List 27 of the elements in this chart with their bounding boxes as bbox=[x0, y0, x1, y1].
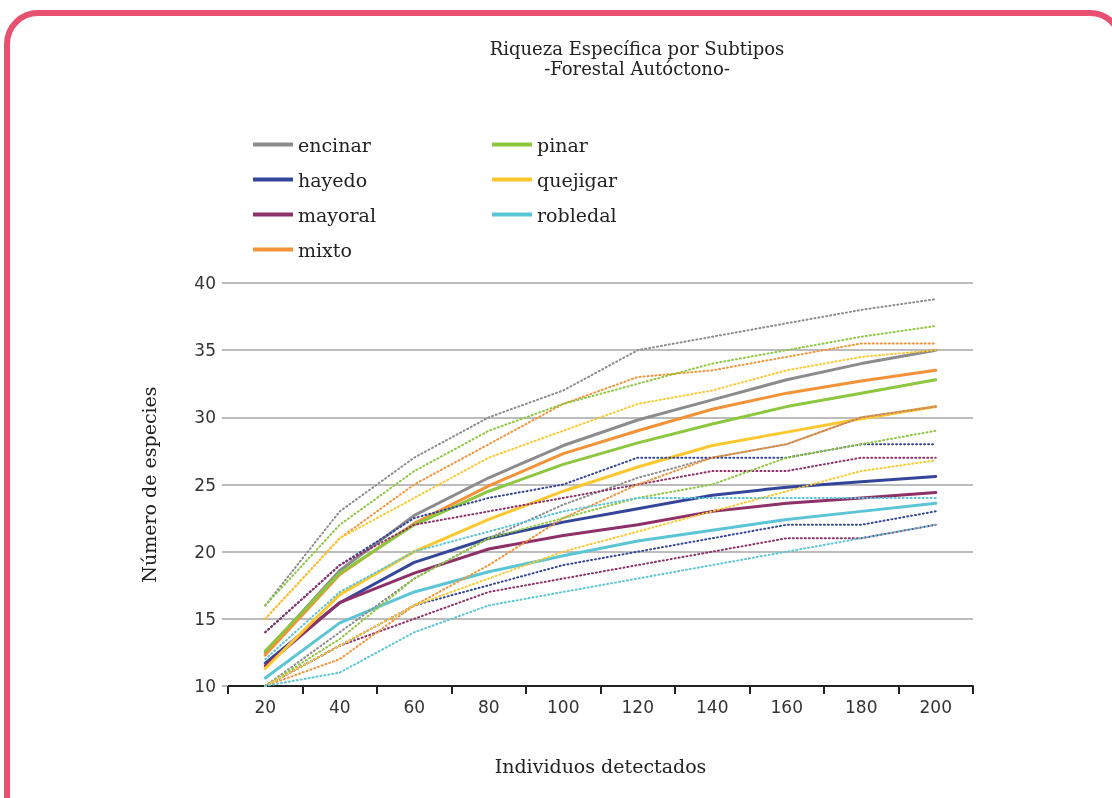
y-tick-label: 20 bbox=[194, 541, 216, 562]
y-tick-label: 15 bbox=[194, 608, 216, 629]
legend-label: quejigar bbox=[537, 168, 619, 191]
x-tick-label: 200 bbox=[919, 696, 952, 717]
legend-label: encinar bbox=[298, 133, 372, 156]
y-tick-label: 35 bbox=[194, 340, 216, 361]
legend-label: pinar bbox=[537, 133, 589, 156]
x-axis-title: Individuos detectados bbox=[494, 754, 707, 777]
x-tick-label: 80 bbox=[477, 696, 500, 717]
legend-label: mixto bbox=[298, 238, 352, 261]
legend-label: hayedo bbox=[298, 168, 368, 191]
y-axis-title: Número de especies bbox=[137, 386, 160, 583]
chart-title: Riqueza Específica por Subtipos bbox=[489, 37, 785, 59]
x-tick-label: 100 bbox=[547, 696, 580, 717]
y-tick-label: 40 bbox=[194, 273, 216, 293]
x-tick-label: 60 bbox=[403, 696, 426, 717]
y-tick-label: 25 bbox=[194, 474, 216, 495]
x-tick-label: 160 bbox=[770, 696, 803, 717]
y-tick-label: 30 bbox=[194, 407, 216, 428]
legend-label: robledal bbox=[537, 203, 617, 226]
x-tick-label: 120 bbox=[621, 696, 654, 717]
x-tick-label: 20 bbox=[254, 696, 277, 717]
y-tick-label: 10 bbox=[194, 676, 216, 696]
x-tick-label: 180 bbox=[845, 696, 878, 717]
legend-label: mayoral bbox=[298, 203, 377, 226]
x-tick-label: 40 bbox=[328, 696, 351, 717]
x-tick-label: 140 bbox=[696, 696, 729, 717]
